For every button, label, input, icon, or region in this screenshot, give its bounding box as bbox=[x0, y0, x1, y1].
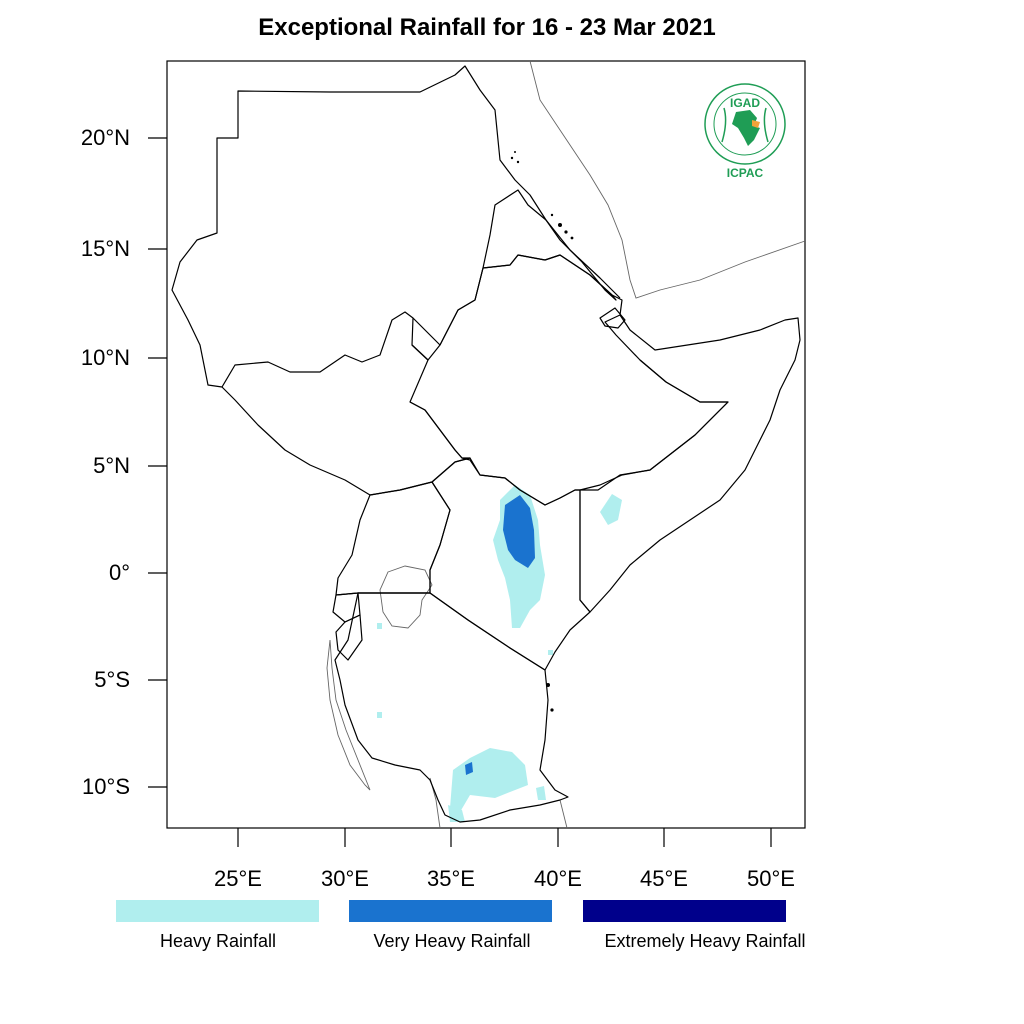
burundi-border bbox=[335, 614, 363, 661]
red-sea-arabia-coast bbox=[529, 60, 806, 299]
heavy-cell bbox=[377, 623, 382, 629]
lat-tick-marks bbox=[148, 137, 167, 788]
lon-label: 25°E bbox=[214, 866, 262, 891]
heavy-cell bbox=[377, 712, 382, 718]
lat-label: 0° bbox=[108, 560, 130, 585]
very-heavy-cell bbox=[503, 495, 535, 568]
legend-label-very-heavy: Very Heavy Rainfall bbox=[373, 931, 531, 951]
very-heavy-rainfall-cells bbox=[465, 495, 535, 775]
tanzania-border bbox=[334, 592, 569, 823]
lake-tanganyika bbox=[326, 639, 371, 791]
heavy-cell bbox=[536, 786, 546, 800]
legend-swatch-heavy bbox=[116, 900, 319, 922]
lat-label: 15°N bbox=[80, 236, 130, 261]
zambezi-coast bbox=[559, 799, 568, 829]
lake-malawi bbox=[429, 777, 441, 829]
south-sudan-border bbox=[221, 344, 471, 496]
coastlines bbox=[326, 60, 806, 829]
logo-bottom-text: ICPAC bbox=[726, 166, 764, 180]
lat-label: 20°N bbox=[80, 125, 130, 150]
heavy-cell bbox=[600, 494, 622, 525]
lon-label: 45°E bbox=[640, 866, 688, 891]
rwanda-border bbox=[332, 592, 361, 623]
djibouti-border bbox=[599, 307, 626, 329]
logo-top-text: IGAD bbox=[730, 96, 760, 110]
ethiopia-border bbox=[409, 254, 729, 506]
lat-label: 5°S bbox=[94, 667, 130, 692]
heavy-rainfall-cells bbox=[377, 485, 622, 822]
legend-label-extremely-heavy: Extremely Heavy Rainfall bbox=[604, 931, 806, 951]
very-heavy-cell bbox=[465, 762, 473, 775]
eritrea-border bbox=[482, 189, 621, 299]
heavy-cell bbox=[548, 650, 553, 655]
legend-swatch-extremely-heavy bbox=[583, 900, 786, 922]
igad-emblem-icon bbox=[704, 83, 786, 165]
heavy-cell bbox=[450, 748, 528, 812]
lon-tick-marks bbox=[237, 828, 772, 847]
lon-label: 40°E bbox=[534, 866, 582, 891]
lat-label: 10°N bbox=[80, 345, 130, 370]
igad-icpac-logo: IGAD ICPAC bbox=[702, 82, 788, 182]
lake-victoria bbox=[379, 565, 433, 629]
plot-frame bbox=[166, 60, 806, 829]
uganda-border bbox=[335, 481, 451, 596]
somalia-border bbox=[579, 314, 801, 613]
lon-label: 50°E bbox=[747, 866, 795, 891]
legend-swatch-very-heavy bbox=[349, 900, 552, 922]
lon-label: 30°E bbox=[321, 866, 369, 891]
legend-label-heavy: Heavy Rainfall bbox=[159, 931, 277, 951]
lat-label: 5°N bbox=[93, 453, 130, 478]
country-borders bbox=[171, 65, 801, 823]
kenya-border bbox=[429, 457, 591, 671]
islands bbox=[510, 151, 574, 712]
lon-label: 35°E bbox=[427, 866, 475, 891]
lat-label: 10°S bbox=[82, 774, 130, 799]
map-title: Exceptional Rainfall for 16 - 23 Mar 202… bbox=[258, 14, 716, 41]
